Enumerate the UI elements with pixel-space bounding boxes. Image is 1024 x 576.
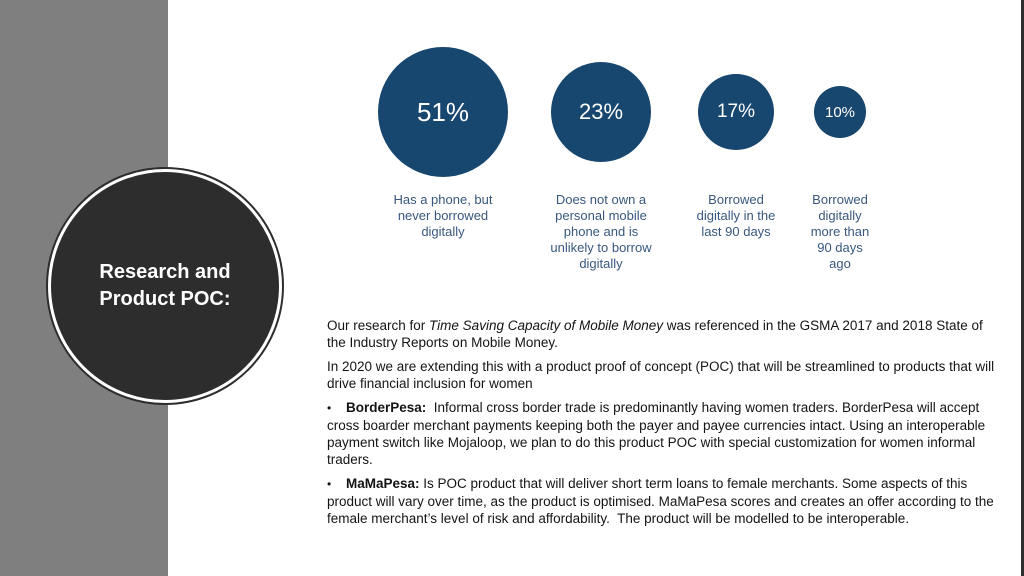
stat-bubble-17: 17% xyxy=(698,74,774,150)
bullet-icon: • xyxy=(327,401,332,415)
section-title: Research and Product POC: xyxy=(99,261,231,310)
paragraph-poc-2020: In 2020 we are extending this with a pro… xyxy=(327,359,995,391)
text-run: Our research for xyxy=(327,318,430,333)
bullet-mamapesa: • MaMaPesa: Is POC product that will deli… xyxy=(327,475,995,527)
stat-value: 23% xyxy=(578,99,624,124)
stat-value: 17% xyxy=(716,101,756,122)
bullet-term: MaMaPesa: xyxy=(346,476,420,491)
text-run: was referenced in the GSMA 2017 and 2018… xyxy=(327,318,983,350)
right-edge-strip xyxy=(1021,0,1024,576)
stat-label-no-personal-phone: Does not own a personal mobile phone and… xyxy=(550,192,652,271)
text-run-italic: Time Saving Capacity of Mobile Money xyxy=(429,318,664,333)
stat-value: 51% xyxy=(416,96,470,127)
stat-label-borrowed-over-90: Borrowed digitally more than 90 days ago xyxy=(810,192,870,271)
section-title-circle: Research and Product POC: xyxy=(48,169,282,403)
bullet-icon: • xyxy=(327,477,332,491)
stat-bubble-23: 23% xyxy=(551,62,651,162)
body-text-block: Our research for Time Saving Capacity of… xyxy=(327,317,995,534)
stat-label-borrowed-last-90: Borrowed digitally in the last 90 days xyxy=(696,192,776,239)
bullet-description: Is POC product that will deliver short t… xyxy=(327,476,994,526)
bullet-term: BorderPesa: xyxy=(346,400,427,415)
bullet-description: Informal cross border trade is predomina… xyxy=(327,400,986,467)
stat-label-phone-never-borrowed: Has a phone, but never borrowed digitall… xyxy=(393,192,493,239)
stat-bubble-10: 10% xyxy=(814,86,866,138)
stat-value: 10% xyxy=(824,103,856,121)
stat-bubble-51: 51% xyxy=(378,47,508,177)
paragraph-research: Our research for Time Saving Capacity of… xyxy=(327,317,995,351)
bullet-borderpesa: • BorderPesa: Informal cross border trade… xyxy=(327,399,995,468)
